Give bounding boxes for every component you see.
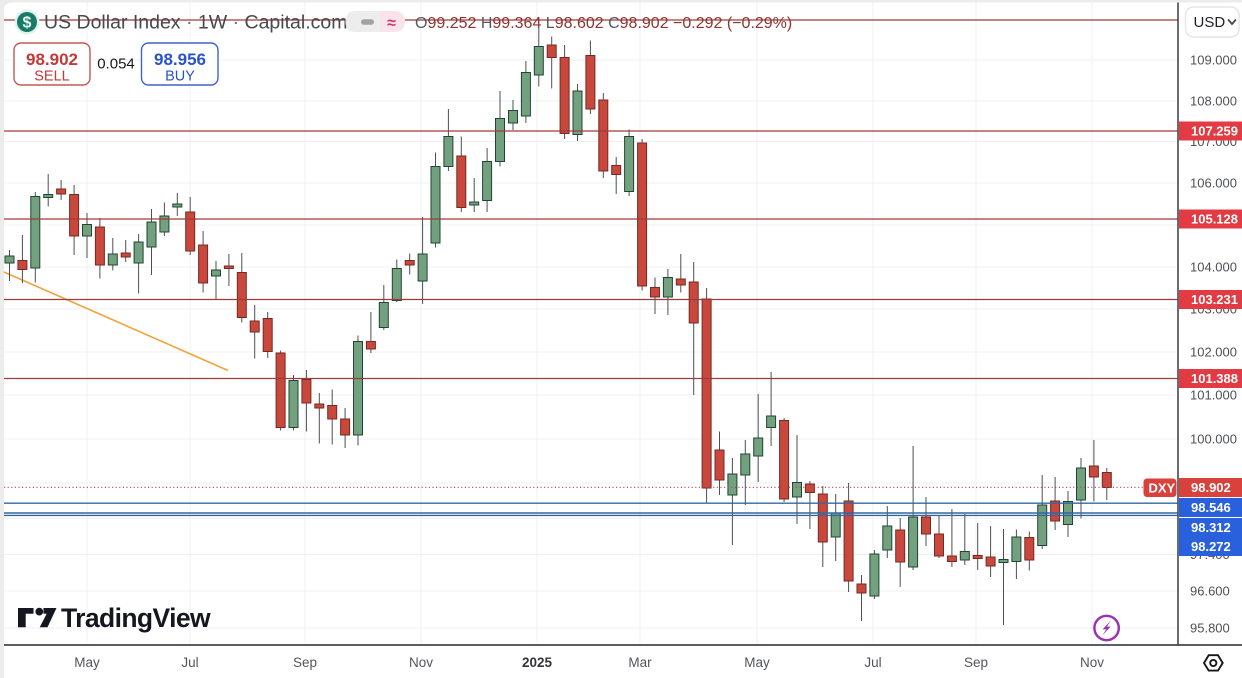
svg-text:98.956: 98.956 xyxy=(154,50,206,69)
svg-text:107.259: 107.259 xyxy=(1191,124,1238,139)
svg-text:≈: ≈ xyxy=(387,15,396,32)
svg-text:95.800: 95.800 xyxy=(1190,621,1230,636)
svg-text:101.000: 101.000 xyxy=(1190,388,1237,403)
svg-text:$: $ xyxy=(23,15,32,32)
svg-text:May: May xyxy=(744,655,770,670)
svg-text:2025: 2025 xyxy=(522,655,553,670)
svg-text:O99.252 H99.364 L98.602 C98.90: O99.252 H99.364 L98.602 C98.902 −0.292 (… xyxy=(415,15,792,32)
svg-text:0.054: 0.054 xyxy=(97,56,135,73)
svg-text:BUY: BUY xyxy=(165,69,195,85)
svg-text:102.000: 102.000 xyxy=(1190,345,1237,360)
svg-text:TradingView: TradingView xyxy=(61,603,211,633)
svg-text:Jul: Jul xyxy=(864,655,881,670)
svg-text:98.312: 98.312 xyxy=(1191,520,1231,535)
svg-text:Sep: Sep xyxy=(964,655,988,670)
svg-text:98.902: 98.902 xyxy=(1191,480,1231,495)
svg-text:103.231: 103.231 xyxy=(1191,292,1238,307)
svg-text:98.902: 98.902 xyxy=(26,50,78,69)
svg-text:98.546: 98.546 xyxy=(1191,500,1231,515)
svg-text:USD: USD xyxy=(1194,14,1226,31)
svg-text:98.272: 98.272 xyxy=(1191,539,1231,554)
svg-text:104.000: 104.000 xyxy=(1190,260,1237,275)
svg-text:Sep: Sep xyxy=(293,655,317,670)
svg-text:101.388: 101.388 xyxy=(1191,371,1238,386)
svg-text:106.000: 106.000 xyxy=(1190,176,1237,191)
svg-text:109.000: 109.000 xyxy=(1190,53,1237,68)
svg-text:Nov: Nov xyxy=(409,655,433,670)
svg-text:SELL: SELL xyxy=(34,69,69,85)
svg-text:Nov: Nov xyxy=(1080,655,1104,670)
svg-text:May: May xyxy=(74,655,100,670)
svg-text:108.000: 108.000 xyxy=(1190,94,1237,109)
svg-text:96.600: 96.600 xyxy=(1190,584,1230,599)
svg-text:DXY: DXY xyxy=(1149,481,1176,496)
svg-text:100.000: 100.000 xyxy=(1190,432,1237,447)
svg-text:105.128: 105.128 xyxy=(1191,212,1238,227)
svg-text:Jul: Jul xyxy=(181,655,198,670)
svg-text:Mar: Mar xyxy=(628,655,652,670)
svg-text:US Dollar Index · 1W · Capital: US Dollar Index · 1W · Capital.com xyxy=(44,12,347,34)
